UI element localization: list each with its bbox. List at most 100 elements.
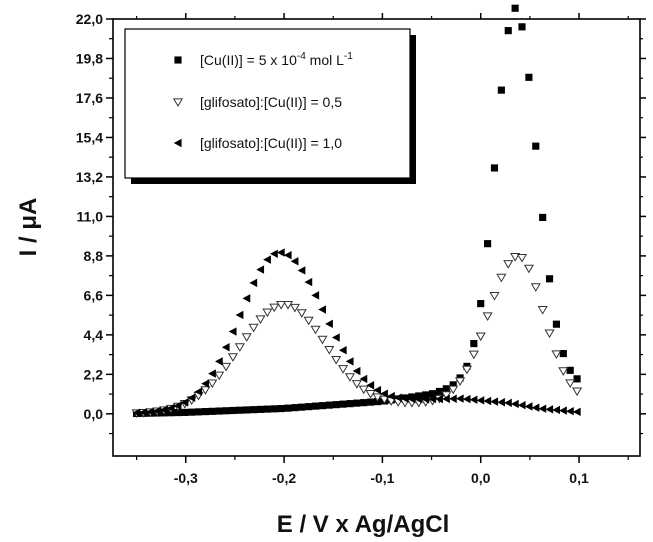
data-point <box>414 395 423 404</box>
data-point <box>497 398 505 407</box>
data-point <box>359 374 368 384</box>
data-point <box>523 264 534 274</box>
data-point <box>243 406 251 414</box>
data-point <box>469 395 478 404</box>
data-point <box>518 23 526 31</box>
data-point <box>208 369 216 378</box>
data-point <box>400 394 409 403</box>
data-point <box>270 249 278 258</box>
data-point <box>454 377 466 386</box>
data-point <box>331 333 340 342</box>
data-point <box>181 408 189 416</box>
x-tick-label: -0,2 <box>272 470 296 486</box>
data-point <box>208 407 216 415</box>
data-point <box>227 353 239 362</box>
data-point <box>305 403 313 411</box>
data-point <box>421 395 430 404</box>
y-tick-label: 17,6 <box>76 90 103 106</box>
data-point <box>139 408 148 417</box>
data-point <box>552 405 560 415</box>
data-point <box>180 398 189 407</box>
data-point <box>490 164 499 172</box>
data-point <box>442 385 450 393</box>
data-point <box>311 402 320 410</box>
data-point <box>290 257 299 266</box>
data-point <box>482 312 493 322</box>
y-tick-label: 2,2 <box>84 366 104 382</box>
data-point <box>455 394 464 403</box>
data-point <box>159 405 168 414</box>
data-point <box>304 277 313 287</box>
x-tick-label: 0,0 <box>471 470 491 486</box>
y-tick-label: 19,8 <box>76 50 103 66</box>
data-point <box>531 403 540 412</box>
data-point <box>525 73 533 81</box>
data-point <box>517 401 526 410</box>
data-point <box>276 301 287 310</box>
data-point <box>222 407 230 415</box>
data-point <box>220 362 232 372</box>
data-point <box>353 399 361 407</box>
data-point <box>174 408 182 417</box>
data-point <box>221 343 230 352</box>
data-point <box>539 213 547 222</box>
data-point <box>282 301 294 310</box>
data-point <box>153 406 161 416</box>
data-point <box>476 396 485 405</box>
data-point <box>234 343 245 352</box>
data-point <box>325 401 333 409</box>
data-point <box>229 406 237 415</box>
plot-frame <box>112 18 641 457</box>
data-point <box>573 375 581 383</box>
data-point <box>291 404 299 412</box>
series-3 <box>132 248 581 417</box>
data-point <box>351 380 362 389</box>
data-point <box>166 403 175 413</box>
data-point <box>283 250 292 260</box>
data-point <box>441 391 452 400</box>
data-point <box>532 142 540 150</box>
data-point <box>346 400 354 408</box>
data-point <box>442 394 450 404</box>
data-point <box>393 393 402 402</box>
data-point <box>215 407 223 415</box>
legend-label: [Cu(II)] = 5 x 10-4 mol L-1 <box>200 51 353 68</box>
data-point <box>255 315 266 324</box>
data-point <box>565 379 576 389</box>
data-point <box>296 309 307 318</box>
y-tick-label: 0,0 <box>84 406 104 422</box>
data-point <box>366 381 375 390</box>
y-axis-title: I / μA <box>15 198 42 257</box>
data-point <box>194 387 203 396</box>
data-point <box>236 406 244 414</box>
data-point <box>415 392 423 400</box>
axes: -0,3 -0,2 -0,1 0,0 0,1 0,0 2,2 4,4 6,6 8,8 11,0 13,… <box>76 11 646 486</box>
data-point <box>496 273 507 283</box>
y-tick-label: 22,0 <box>76 11 103 27</box>
y-tick-label: 4,4 <box>84 327 104 343</box>
data-point <box>214 371 225 381</box>
data-point <box>188 408 196 416</box>
data-point <box>214 357 223 366</box>
data-point <box>559 406 567 415</box>
data-point <box>572 407 581 417</box>
data-point <box>228 327 237 336</box>
data-point <box>311 291 320 300</box>
data-point <box>428 394 437 404</box>
data-point <box>503 260 514 269</box>
legend-label: [glifosato]:[Cu(II)] = 0,5 <box>200 94 342 110</box>
data-point <box>352 366 361 376</box>
data-point <box>483 396 492 406</box>
data-point <box>538 404 547 413</box>
data-point <box>325 319 333 329</box>
data-point <box>510 399 519 409</box>
data-point <box>489 292 500 301</box>
legend-box <box>124 28 411 179</box>
data-point <box>241 333 252 342</box>
data-point <box>256 265 265 274</box>
y-tick-label: 15,4 <box>76 129 103 145</box>
data-point <box>194 408 203 416</box>
y-tick-label: 11,0 <box>77 208 104 224</box>
data-point <box>566 366 574 374</box>
